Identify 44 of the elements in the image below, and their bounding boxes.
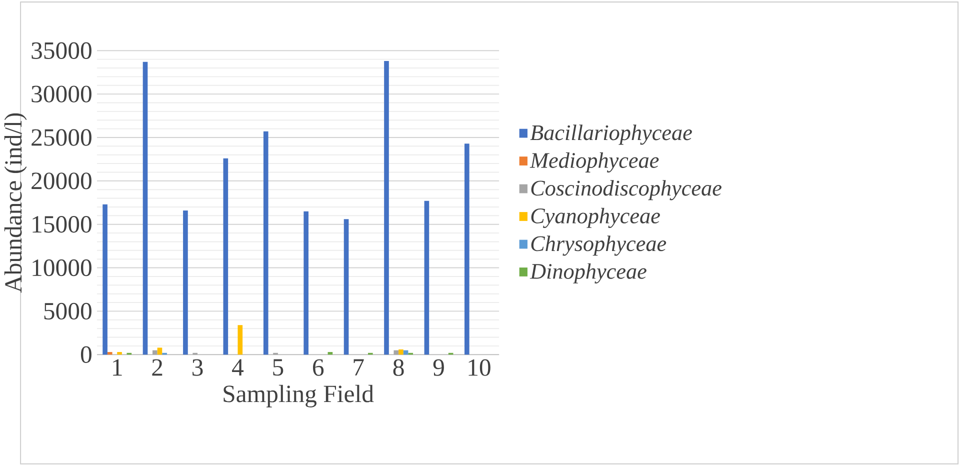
bar (424, 200, 430, 355)
legend-label: Dinophyceae (530, 263, 646, 284)
bar (394, 350, 399, 355)
bar (384, 61, 389, 355)
x-tick-label: 7 (354, 359, 364, 376)
y-tick-label: 0 (80, 346, 92, 364)
x-tick-label: 10 (468, 359, 490, 376)
bar (183, 210, 188, 355)
bar (398, 350, 404, 355)
bar (107, 352, 112, 355)
x-tick-label: 8 (393, 359, 404, 376)
x-tick-label: 3 (192, 359, 203, 376)
y-tick-label: 25000 (32, 129, 92, 146)
bar (263, 132, 268, 355)
legend-label: Mediophyceae (530, 152, 659, 173)
y-tick-label: 10000 (32, 260, 92, 276)
legend-label: Cyanophyceae (531, 208, 660, 228)
x-tick-label: 4 (232, 359, 244, 376)
bar (223, 158, 228, 355)
bar (238, 325, 243, 355)
x-tick-label: 6 (313, 359, 324, 376)
bar (304, 211, 308, 355)
x-tick-label: 2 (152, 359, 162, 376)
y-tick-label: 5000 (44, 302, 92, 320)
legend-label: Coscinodiscophyceae (531, 180, 722, 200)
x-axis-title: Sampling Field (224, 384, 374, 408)
bar (152, 350, 158, 355)
x-tick-label: 5 (273, 359, 284, 376)
bar (102, 204, 108, 355)
y-tick-label: 35000 (32, 42, 92, 60)
bar (344, 219, 349, 355)
bar (142, 62, 148, 355)
y-tick-label: 20000 (32, 172, 92, 190)
y-tick-label: 30000 (32, 86, 92, 103)
bar (328, 352, 333, 355)
x-tick-label: 1 (113, 359, 122, 376)
y-axis-title: Abundance (ind/l) (4, 113, 27, 293)
legend-label: Bacillariophyceae (530, 124, 692, 145)
bar (157, 348, 162, 355)
bar (117, 352, 122, 355)
y-tick-label: 15000 (32, 216, 92, 233)
bar (464, 144, 470, 355)
legend-label: Chrysophyceae (531, 236, 666, 256)
x-tick-label: 9 (433, 359, 444, 376)
